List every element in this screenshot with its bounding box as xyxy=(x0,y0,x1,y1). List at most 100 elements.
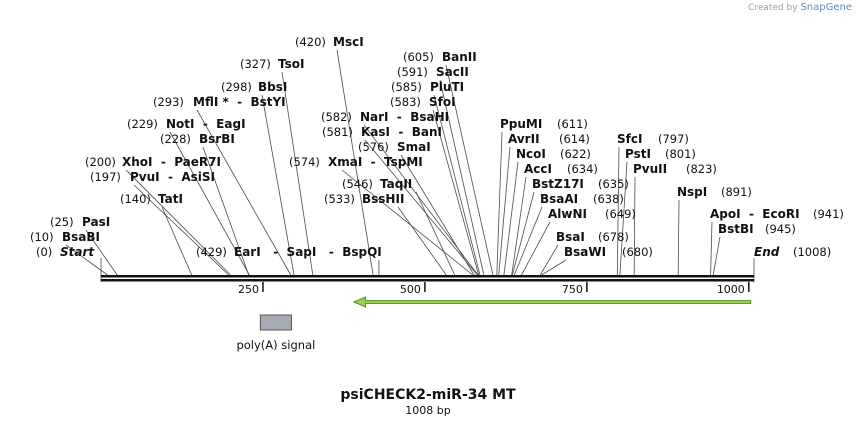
leader-line-bsshii xyxy=(397,206,447,276)
site-name-ncoi[interactable]: NcoI xyxy=(516,147,546,161)
site-position-bstbi: (945) xyxy=(765,222,796,236)
site-name-psti[interactable]: PstI xyxy=(625,147,651,161)
site-name-start[interactable]: Start xyxy=(60,245,95,259)
site-name-xmai-tspmi[interactable]: XmaI - TspMI xyxy=(328,155,423,169)
leader-line-bbsi xyxy=(261,94,295,276)
leader-line-pasi xyxy=(85,229,118,276)
site-position-pluti: (585) xyxy=(391,80,422,94)
snapgene-logo-text: SnapGene xyxy=(800,2,852,13)
site-name-taqii[interactable]: TaqII xyxy=(380,177,412,191)
site-position-noti-eagi: (229) xyxy=(127,117,158,131)
leader-line-banii xyxy=(445,64,494,276)
site-name-nari-bsahi[interactable]: NarI - BsaHI xyxy=(360,110,449,124)
site-name-bsaai[interactable]: BsaAI xyxy=(540,192,578,206)
site-name-avrii[interactable]: AvrII xyxy=(508,132,540,146)
site-position-tsoi: (327) xyxy=(240,57,271,71)
site-name-xhoi-paer7i[interactable]: XhoI - PaeR7I xyxy=(122,155,221,169)
site-position-acci: (634) xyxy=(567,162,598,176)
leader-line-pvuii xyxy=(633,176,636,276)
site-name-pluti[interactable]: PluTI xyxy=(430,80,464,94)
site-position-alwni: (649) xyxy=(605,207,636,221)
map-title: psiCHECK2-miR-34 MT xyxy=(340,387,516,403)
site-name-pvuii[interactable]: PvuII xyxy=(633,162,667,176)
leader-line-ncoi xyxy=(503,161,519,276)
site-position-start: (0) xyxy=(36,245,52,259)
site-name-bsrbi[interactable]: BsrBI xyxy=(199,132,235,146)
site-name-bstbi[interactable]: BstBI xyxy=(718,222,754,236)
site-name-nspi[interactable]: NspI xyxy=(677,185,707,199)
site-name-smai[interactable]: SmaI xyxy=(397,140,431,154)
leader-line-ppumi xyxy=(496,131,503,276)
site-name-bbsi[interactable]: BbsI xyxy=(258,80,287,94)
leader-line-bsaai xyxy=(513,206,543,276)
leader-line-pvui-asisi xyxy=(133,184,229,276)
leader-line-bsrbi xyxy=(202,146,250,276)
site-position-taqii: (546) xyxy=(342,177,373,191)
leader-line-nspi xyxy=(677,199,680,276)
site-name-bsawi[interactable]: BsaWI xyxy=(564,245,606,259)
leader-line-noti-eagi xyxy=(169,131,250,276)
site-position-bsabi: (10) xyxy=(30,230,54,244)
leader-line-xhoi-paer7i xyxy=(125,169,231,276)
site-position-eari-sapi-bspqi: (429) xyxy=(196,245,227,259)
leader-line-alwni xyxy=(521,221,551,276)
leader-line-xmai-tspmi xyxy=(341,169,474,276)
leader-line-sfci xyxy=(616,146,620,276)
site-name-tati[interactable]: TatI xyxy=(158,192,183,206)
site-name-sfoi[interactable]: SfoI xyxy=(429,95,456,109)
site-position-xmai-tspmi: (574) xyxy=(289,155,320,169)
leader-line-bsai xyxy=(539,244,559,276)
site-name-end[interactable]: End xyxy=(754,245,780,259)
site-name-mfli-bstyi[interactable]: MflI * - BstYI xyxy=(193,95,286,109)
leader-line-avrii xyxy=(498,146,511,276)
ruler-ticks: 250 500 750 1000 xyxy=(238,282,750,296)
tick-label-750: 750 xyxy=(562,283,583,296)
credit-prefix: Created by xyxy=(748,3,798,13)
leader-line-mfli-bstyi xyxy=(196,109,292,276)
site-name-bsabi[interactable]: BsaBI xyxy=(62,230,100,244)
site-position-ncoi: (622) xyxy=(560,147,591,161)
site-position-sacii: (591) xyxy=(397,65,428,79)
site-name-apoi-ecori[interactable]: ApoI - EcoRI xyxy=(710,207,800,221)
site-position-smai: (576) xyxy=(358,140,389,154)
site-position-tati: (140) xyxy=(120,192,151,206)
site-name-msci[interactable]: MscI xyxy=(333,35,364,49)
site-name-kasi-bani[interactable]: KasI - BanI xyxy=(361,125,442,139)
site-position-xhoi-paer7i: (200) xyxy=(85,155,116,169)
tick-label-500: 500 xyxy=(400,283,421,296)
site-name-bsai[interactable]: BsaI xyxy=(556,230,585,244)
site-position-sfoi: (583) xyxy=(390,95,421,109)
site-position-avrii: (614) xyxy=(559,132,590,146)
leader-line-psti xyxy=(619,161,628,276)
leader-line-sfoi xyxy=(432,109,480,276)
leader-lines xyxy=(65,49,755,282)
site-name-sacii[interactable]: SacII xyxy=(436,65,469,79)
site-name-acci[interactable]: AccI xyxy=(524,162,552,176)
backbone-top-strand xyxy=(101,275,754,278)
site-name-noti-eagi[interactable]: NotI - EagI xyxy=(166,117,246,131)
site-name-sfci[interactable]: SfcI xyxy=(617,132,642,146)
leader-line-taqii xyxy=(415,191,456,276)
site-labels: Start (0) BsaBI (10) PasI (25) TatI (140) PvuI -… xyxy=(30,35,844,259)
site-name-banii[interactable]: BanII xyxy=(442,50,477,64)
site-name-pasi[interactable]: PasI xyxy=(82,215,110,229)
site-name-alwni[interactable]: AlwNI xyxy=(548,207,587,221)
leader-line-tati xyxy=(161,206,193,276)
site-name-pvui-asisi[interactable]: PvuI - AsiSI xyxy=(130,170,215,184)
site-name-tsoi[interactable]: TsoI xyxy=(278,57,304,71)
credit-text: Created by SnapGene xyxy=(748,2,852,13)
site-position-sfci: (797) xyxy=(658,132,689,146)
features: poly(A) signal xyxy=(236,296,752,352)
site-name-eari-sapi-bspqi[interactable]: EarI - SapI - BspQI xyxy=(234,245,382,259)
site-position-nari-bsahi: (582) xyxy=(321,110,352,124)
site-position-end: (1008) xyxy=(793,245,831,259)
site-name-bstz17i[interactable]: BstZ17I xyxy=(532,177,584,191)
site-name-bsshii[interactable]: BssHII xyxy=(362,192,404,206)
orf-arrow-feature[interactable] xyxy=(352,296,752,308)
polya-signal-feature[interactable] xyxy=(259,314,292,331)
leader-line-bstz17i xyxy=(511,191,535,276)
map-length: 1008 bp xyxy=(405,404,450,417)
backbone-bottom-strand xyxy=(101,279,754,282)
site-name-ppumi[interactable]: PpuMI xyxy=(500,117,542,131)
